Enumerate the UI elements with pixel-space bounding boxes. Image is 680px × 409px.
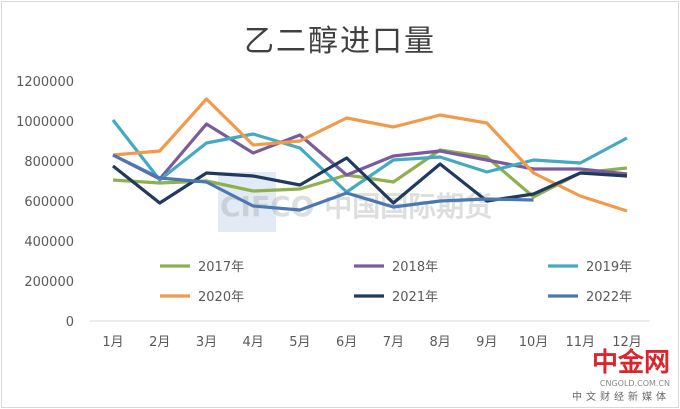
y-tick-label: 200000 bbox=[24, 275, 74, 290]
x-tick-label: 12月 bbox=[612, 335, 642, 350]
chart-title: 乙二醇进口量 bbox=[244, 24, 436, 59]
x-tick-label: 9月 bbox=[476, 335, 497, 350]
x-tick-label: 2月 bbox=[149, 335, 170, 350]
logo-text: 中金网 bbox=[591, 348, 670, 378]
series-line-2018年 bbox=[112, 122, 628, 181]
x-tick-label: 6月 bbox=[336, 335, 357, 350]
legend-label: 2022年 bbox=[586, 290, 632, 305]
x-tick-label: 8月 bbox=[429, 335, 450, 350]
y-tick-label: 0 bbox=[66, 315, 74, 330]
series-line-2020年 bbox=[112, 97, 628, 213]
x-tick-label: 11月 bbox=[565, 335, 595, 350]
y-tick-label: 800000 bbox=[24, 155, 74, 170]
legend-label: 2019年 bbox=[586, 260, 632, 275]
logo-subtitle: 中文财经新媒体 bbox=[572, 392, 670, 403]
legend-label: 2017年 bbox=[198, 260, 244, 275]
legend-label: 2018年 bbox=[392, 260, 438, 275]
x-tick-label: 7月 bbox=[383, 335, 404, 350]
x-tick-label: 10月 bbox=[519, 335, 549, 350]
y-tick-label: 1000000 bbox=[16, 115, 74, 130]
y-tick-label: 1200000 bbox=[16, 75, 74, 90]
cngold-logo: 中金网 CNGOLD.COM.CN 中文财经新媒体 bbox=[572, 342, 670, 403]
series-line-2019年 bbox=[111, 119, 628, 194]
series-line-2021年 bbox=[112, 156, 628, 205]
legend-label: 2020年 bbox=[198, 290, 244, 305]
y-tick-label: 400000 bbox=[24, 235, 74, 250]
legend-label: 2021年 bbox=[392, 290, 438, 305]
x-tick-label: 4月 bbox=[243, 335, 264, 350]
logo-url: CNGOLD.COM.CN bbox=[599, 379, 670, 388]
y-tick-label: 600000 bbox=[24, 195, 74, 210]
x-tick-label: 1月 bbox=[102, 335, 123, 350]
x-tick-label: 3月 bbox=[196, 335, 217, 350]
x-tick-label: 5月 bbox=[289, 335, 310, 350]
series-line-2022年 bbox=[112, 153, 534, 212]
